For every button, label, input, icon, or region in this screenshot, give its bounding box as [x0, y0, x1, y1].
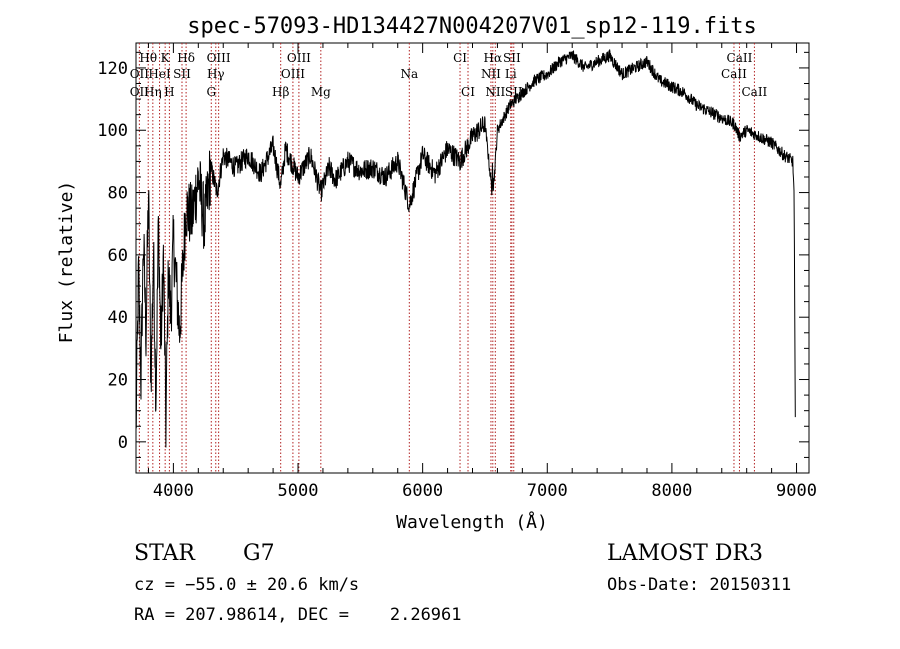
emission-line-markers	[138, 43, 755, 473]
line-label: OIII	[287, 51, 311, 65]
line-label: NII	[485, 85, 505, 99]
line-label: SII	[503, 51, 521, 65]
line-label: Mg	[311, 85, 331, 99]
x-tick-label: 7000	[527, 481, 568, 501]
y-tick-label: 80	[108, 184, 128, 204]
line-label: Hγ	[207, 67, 225, 81]
y-tick-label: 120	[97, 59, 128, 79]
coordinates: RA = 207.98614, DEC = 2.26961	[134, 605, 462, 625]
line-label: HeI	[148, 67, 171, 81]
x-tick-label: 8000	[651, 481, 692, 501]
line-label: CaII	[741, 85, 767, 99]
x-tick-label: 4000	[153, 481, 194, 501]
line-label: Hθ	[139, 51, 157, 65]
redshift-text: cz = −55.0 ± 20.6 km/s	[134, 575, 359, 595]
y-tick-label: 60	[108, 246, 128, 266]
x-tick-label: 5000	[278, 481, 319, 501]
line-label: NII	[481, 67, 501, 81]
x-tick-label: 9000	[776, 481, 817, 501]
spectrum-line	[135, 49, 796, 448]
line-label: CaII	[721, 67, 747, 81]
line-label: OII	[130, 85, 150, 99]
line-label: CaII	[727, 51, 753, 65]
obs-date: Obs-Date: 20150311	[607, 575, 791, 595]
object-type: STAR	[134, 541, 196, 566]
line-label: Na	[400, 67, 418, 81]
line-label: Hη	[144, 85, 162, 99]
y-axis-label: Flux (relative)	[56, 181, 77, 344]
line-label: Hδ	[177, 51, 195, 65]
line-label: CI	[461, 85, 475, 99]
line-label: H	[164, 85, 174, 99]
line-label: Hα	[484, 51, 503, 65]
axis-ticks: 4000 5000 6000 7000 8000 9000 0 20 40 60 80 100 120	[97, 43, 817, 501]
line-label: OIII	[281, 67, 305, 81]
line-label: OIII	[207, 51, 231, 65]
line-label: G	[206, 85, 216, 99]
line-label: SII	[173, 67, 191, 81]
x-tick-label: 6000	[402, 481, 443, 501]
x-axis-label: Wavelength (Å)	[396, 511, 548, 533]
line-label: Li	[505, 67, 517, 81]
y-tick-label: 40	[108, 308, 128, 328]
chart-title: spec-57093-HD134427N004207V01_sp12-119.f…	[187, 14, 757, 39]
y-tick-label: 0	[118, 433, 128, 453]
y-tick-label: 100	[97, 121, 128, 141]
line-label: K	[161, 51, 171, 65]
line-label: OII	[130, 67, 150, 81]
y-tick-label: 20	[108, 371, 128, 391]
spectrum-series	[135, 49, 796, 448]
survey-name: LAMOST DR3	[607, 541, 763, 566]
object-subclass: G7	[243, 541, 275, 566]
line-label: Hβ	[272, 85, 289, 99]
line-label: CI	[453, 51, 467, 65]
